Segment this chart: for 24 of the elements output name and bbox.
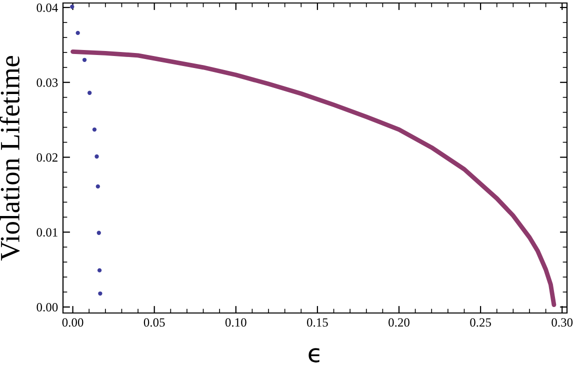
x-tick-label: 0.30	[552, 318, 573, 327]
y-tick-label: 0.03	[36, 78, 58, 87]
point	[76, 30, 80, 36]
x-tick-label: 0.25	[470, 318, 492, 327]
point	[98, 291, 102, 296]
x-axis-title: ϵ	[308, 348, 320, 362]
y-tick-label: 0.02	[36, 153, 58, 162]
y-tick-label: 0.01	[36, 228, 58, 237]
y-tick-label: 0.04	[36, 4, 58, 12]
line-series	[70, 49, 556, 307]
point	[82, 58, 87, 62]
point	[94, 154, 99, 159]
x-tick-label: 0.00	[62, 318, 84, 327]
point	[96, 184, 100, 189]
x-tick-label: 0.05	[144, 318, 165, 327]
point	[92, 127, 97, 132]
x-tick-label: 0.15	[306, 318, 328, 327]
y-tick-label: 0.00	[36, 303, 58, 312]
point	[88, 90, 92, 95]
x-tick-label: 0.20	[388, 318, 410, 327]
y-axis-title: Violation Lifetime	[0, 56, 20, 261]
x-tick-label: 0.10	[225, 318, 246, 327]
point	[97, 268, 102, 272]
point	[96, 230, 101, 235]
